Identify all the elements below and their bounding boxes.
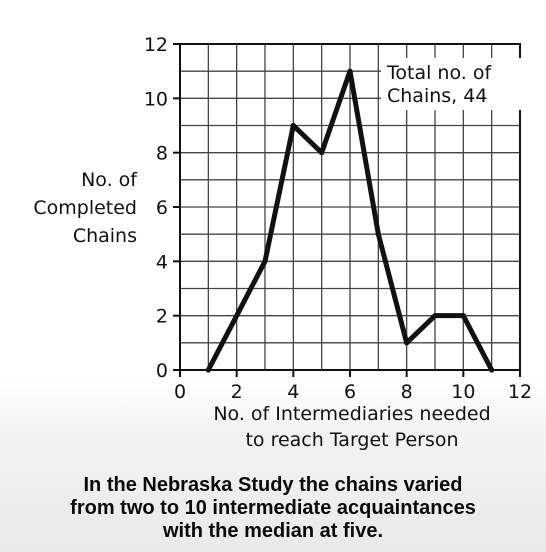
caption-line-3: with the median at five.: [162, 520, 384, 542]
x-tick-label: 10: [451, 381, 475, 403]
y-axis-title: No. of Completed Chains: [33, 169, 138, 247]
series-layer: [205, 68, 495, 373]
x-tick-label: 2: [231, 381, 243, 403]
x-tick-label: 12: [508, 381, 532, 403]
y-tick-label: 10: [144, 88, 168, 110]
y-tick-label: 0: [156, 360, 168, 382]
data-point: [205, 367, 211, 373]
data-point: [319, 150, 325, 156]
data-point: [404, 340, 410, 346]
annotation-line-2: Chains, 44: [387, 85, 487, 107]
data-point: [375, 231, 381, 237]
y-tick-label: 2: [156, 306, 168, 328]
caption-background: [0, 380, 546, 552]
annotation-box: [381, 58, 522, 110]
y-axis-title-line-1: No. of: [81, 169, 138, 191]
x-tick-label: 0: [174, 381, 186, 403]
data-point: [432, 313, 438, 319]
caption: In the Nebraska Study the chains varied …: [6, 474, 540, 543]
y-tick-label: 4: [156, 251, 168, 273]
caption-line-2: from two to 10 intermediate acquaintance…: [70, 497, 476, 519]
x-axis-title-line-2: to reach Target Person: [245, 429, 458, 451]
annotation-line-1: Total no. of: [386, 62, 492, 84]
y-axis-title-line-3: Chains: [73, 225, 137, 247]
axis-ticks: 0 2 4 6 8 10 12 0 2 4 6 8 10 12: [144, 34, 532, 403]
y-axis-title-line-2: Completed: [33, 197, 137, 219]
x-tick-label: 4: [287, 381, 299, 403]
x-tick-label: 6: [344, 381, 356, 403]
y-tick-label: 12: [144, 34, 168, 56]
y-tick-label: 8: [156, 143, 168, 165]
x-axis-title: No. of Intermediaries needed to reach Ta…: [213, 403, 490, 451]
data-point: [489, 367, 495, 373]
data-point: [460, 313, 466, 319]
data-point: [347, 68, 353, 74]
chart: 0 2 4 6 8 10 12 0 2 4 6 8 10 12 No. of Completed Chai…: [33, 34, 532, 451]
caption-line-1: In the Nebraska Study the chains varied: [83, 474, 463, 496]
x-axis-title-line-1: No. of Intermediaries needed: [213, 403, 490, 425]
x-tick-label: 8: [401, 381, 413, 403]
data-point: [234, 313, 240, 319]
data-point: [262, 258, 268, 264]
data-point: [290, 122, 296, 129]
y-tick-label: 6: [156, 197, 168, 219]
